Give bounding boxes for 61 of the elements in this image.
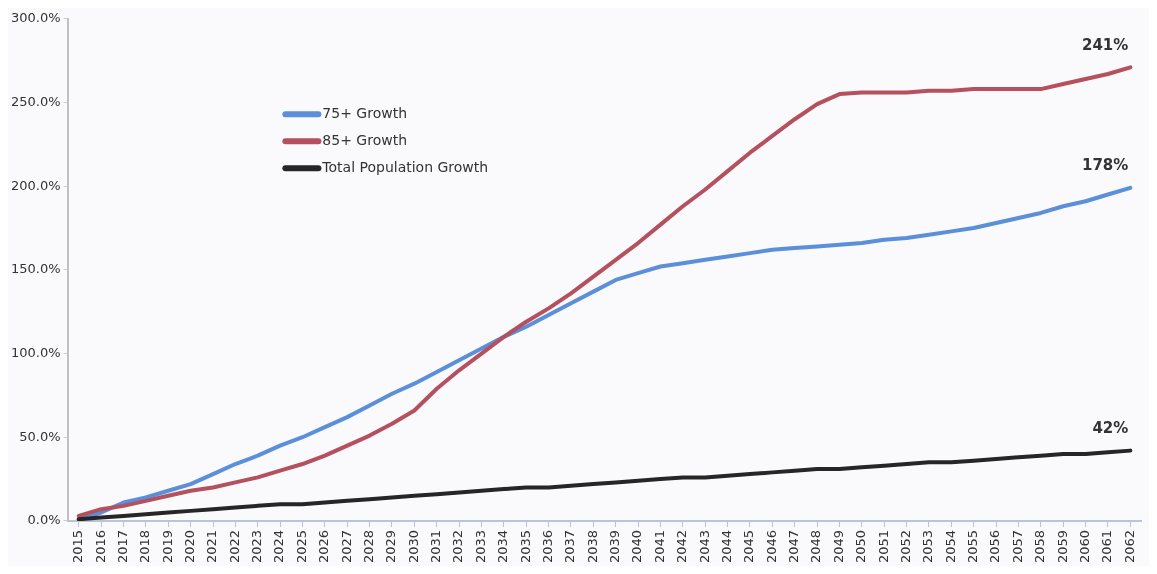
x-tick-label: 2053: [920, 529, 936, 564]
annotation: 178%: [1081, 156, 1129, 175]
x-tick-label: 2047: [786, 529, 802, 564]
x-tick-label: 2026: [316, 529, 332, 564]
y-tick-label: 50.0%: [19, 428, 61, 444]
x-tick-label: 2037: [562, 529, 578, 564]
y-tick-label: 250.0%: [10, 93, 61, 109]
y-tick-label: 300.0%: [10, 10, 61, 26]
x-tick-label: 2042: [674, 529, 690, 564]
x-tick-label: 2015: [70, 529, 86, 564]
x-tick-label: 2050: [853, 529, 869, 564]
x-tick-label: 2031: [428, 529, 444, 564]
x-tick-label: 2040: [629, 529, 645, 564]
x-tick-label: 2032: [450, 529, 466, 564]
x-tick-label: 2018: [137, 529, 153, 564]
x-tick-label: 2028: [360, 529, 376, 564]
x-tick-label: 2017: [114, 529, 130, 564]
x-tick-label: 2030: [405, 529, 421, 564]
x-tick-label: 2021: [204, 529, 220, 564]
x-tick-label: 2036: [539, 529, 555, 564]
x-tick-label: 2034: [495, 529, 511, 564]
x-tick-label: 2051: [875, 529, 891, 564]
x-tick-label: 2046: [763, 529, 779, 564]
x-tick-label: 2019: [159, 529, 175, 564]
y-tick-label: 100.0%: [10, 344, 61, 360]
x-tick-label: 2055: [965, 529, 981, 564]
x-tick-label: 2056: [987, 529, 1003, 564]
x-tick-label: 2052: [897, 529, 913, 564]
legend-label: 85+ Growth: [322, 131, 408, 148]
x-tick-label: 2061: [1099, 529, 1115, 564]
legend-label: Total Population Growth: [321, 158, 489, 175]
x-tick-label: 2025: [293, 529, 309, 564]
y-tick-label: 150.0%: [10, 261, 61, 277]
x-tick-label: 2049: [830, 529, 846, 564]
x-tick-label: 2029: [383, 529, 399, 564]
x-tick-label: 2022: [226, 529, 242, 564]
x-tick-label: 2058: [1032, 529, 1048, 564]
x-tick-label: 2035: [517, 529, 533, 564]
x-tick-label: 2043: [696, 529, 712, 564]
y-tick-label: 200.0%: [10, 177, 61, 193]
x-tick-label: 2060: [1076, 529, 1092, 564]
legend-label: 75+ Growth: [322, 104, 408, 121]
x-tick-label: 2024: [271, 529, 287, 564]
x-tick-label: 2062: [1121, 529, 1137, 564]
annotation: 241%: [1081, 35, 1129, 54]
x-tick-label: 2057: [1009, 529, 1025, 564]
annotation: 42%: [1092, 419, 1129, 438]
x-tick-label: 2016: [92, 529, 108, 564]
x-tick-label: 2041: [651, 529, 667, 564]
x-tick-label: 2023: [249, 529, 265, 564]
x-tick-label: 2039: [607, 529, 623, 564]
x-tick-label: 2048: [808, 529, 824, 564]
y-tick-label: 0.0%: [27, 512, 61, 528]
x-tick-label: 2044: [718, 529, 734, 564]
x-tick-label: 2020: [182, 529, 197, 564]
x-tick-label: 2045: [741, 529, 757, 564]
x-tick-label: 2038: [584, 529, 600, 564]
x-tick-label: 2027: [338, 529, 354, 564]
x-tick-label: 2033: [472, 529, 488, 564]
x-tick-label: 2059: [1054, 529, 1070, 564]
x-tick-label: 2054: [942, 529, 958, 564]
